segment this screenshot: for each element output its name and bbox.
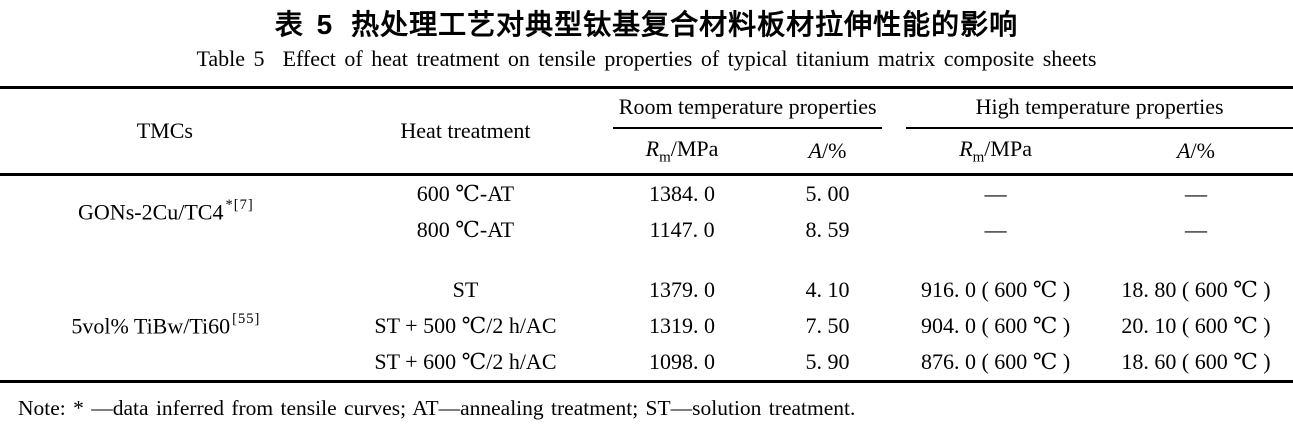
tmcs-column-header: TMCs xyxy=(136,118,193,143)
tmc-reference-superscript: [55] xyxy=(232,310,261,327)
rm-symbol: R xyxy=(645,135,660,161)
table-title-english: Table 5 Effect of heat treatment on tensi… xyxy=(0,43,1293,75)
group-header-row: TMCs Heat treatment Room temperature pro… xyxy=(0,88,1293,143)
table-row: 800 ℃-AT 1147. 0 8. 59 — — xyxy=(0,212,1293,248)
table-number-en: Table 5 xyxy=(196,46,265,71)
ht-a-column-header: A/% xyxy=(1099,129,1293,175)
rt-rm-value-cell: 1384. 0 xyxy=(649,181,716,206)
heat-treatment-cell: 600 ℃-AT xyxy=(416,181,515,206)
high-temperature-group-label: High temperature properties xyxy=(975,94,1224,119)
ht-a-value-cell: — xyxy=(1185,181,1207,206)
ht-rm-value-cell: — xyxy=(984,181,1007,206)
tmc-name-cell: 5vol% TiBw/Ti60 [55] xyxy=(0,272,330,382)
ht-rm-value-cell: 904. 0 ( 600 ℃ ) xyxy=(920,313,1071,338)
a-unit: /% xyxy=(821,138,847,163)
table-row: GONs-2Cu/TC4 *[7] 600 ℃-AT 1384. 0 5. 00 … xyxy=(0,175,1293,224)
rt-a-value-cell: 5. 00 xyxy=(805,181,850,206)
ht-rm-value-cell: 876. 0 ( 600 ℃ ) xyxy=(920,349,1071,374)
table-row: ST + 600 ℃/2 h/AC 1098. 0 5. 90 876. 0 (… xyxy=(0,344,1293,382)
rt-rm-value-cell: 1098. 0 xyxy=(649,349,716,374)
table-row: ST + 500 ℃/2 h/AC 1319. 0 7. 50 904. 0 (… xyxy=(0,308,1293,344)
tmc-name: 5vol% TiBw/Ti60 xyxy=(71,313,231,339)
table-header: TMCs Heat treatment Room temperature pro… xyxy=(0,88,1293,175)
ht-a-value-cell: — xyxy=(1185,217,1207,242)
rt-rm-value-cell: 1379. 0 xyxy=(649,277,716,302)
table-body: GONs-2Cu/TC4 *[7] 600 ℃-AT 1384. 0 5. 00 … xyxy=(0,175,1293,382)
table-title-en-text: Effect of heat treatment on tensile prop… xyxy=(282,46,1097,71)
rt-a-value-cell: 7. 50 xyxy=(805,313,850,338)
tmc-name-cell: GONs-2Cu/TC4 *[7] xyxy=(0,175,330,249)
ht-rm-value-cell: — xyxy=(984,217,1007,242)
table-title-zh-text: 热处理工艺对典型钛基复合材料板材拉伸性能的影响 xyxy=(351,9,1019,40)
rm-unit: /MPa xyxy=(984,135,1032,161)
table-row: 5vol% TiBw/Ti60 [55] ST 1379. 0 4. 10 916… xyxy=(0,272,1293,338)
room-temperature-group-label: Room temperature properties xyxy=(618,94,877,119)
heat-treatment-cell: ST xyxy=(452,277,479,302)
table-footnote: Note: * —data inferred from tensile curv… xyxy=(0,396,1293,421)
rm-symbol: R xyxy=(959,135,973,161)
table-footnote-text: Note: * —data inferred from tensile curv… xyxy=(18,396,856,420)
ht-a-value-cell: 18. 80 ( 600 ℃ ) xyxy=(1121,277,1271,302)
rt-rm-value-cell: 1147. 0 xyxy=(649,217,715,242)
heat-treatment-cell: ST + 600 ℃/2 h/AC xyxy=(374,349,557,374)
rt-a-value-cell: 4. 10 xyxy=(805,277,850,302)
high-temperature-group-header: High temperature properties xyxy=(892,88,1293,129)
tensile-properties-table: TMCs Heat treatment Room temperature pro… xyxy=(0,86,1293,383)
ht-rm-value-cell: 916. 0 ( 600 ℃ ) xyxy=(920,277,1071,302)
rt-a-column-header: A/% xyxy=(763,129,892,175)
tmc-reference-superscript: *[7] xyxy=(225,196,254,213)
tmc-name: GONs-2Cu/TC4 xyxy=(78,199,224,225)
rt-rm-column-header: Rm/MPa xyxy=(601,129,763,175)
heat-treatment-cell: 800 ℃-AT xyxy=(416,217,515,242)
rm-unit: /MPa xyxy=(670,135,719,161)
a-symbol: A xyxy=(1177,138,1191,163)
ht-rm-column-header: Rm/MPa xyxy=(892,129,1099,175)
a-unit: /% xyxy=(1190,138,1215,163)
rm-subscript: m xyxy=(972,149,985,166)
heat-treatment-column-header: Heat treatment xyxy=(400,118,531,143)
heat-treatment-cell: ST + 500 ℃/2 h/AC xyxy=(374,313,557,338)
table-title-chinese: 表 5 热处理工艺对典型钛基复合材料板材拉伸性能的影响 xyxy=(0,0,1293,42)
rt-a-value-cell: 8. 59 xyxy=(805,217,850,242)
table-number-zh: 表 5 xyxy=(274,9,336,40)
ht-a-value-cell: 18. 60 ( 600 ℃ ) xyxy=(1121,349,1271,374)
rm-subscript: m xyxy=(659,149,671,166)
ht-a-value-cell: 20. 10 ( 600 ℃ ) xyxy=(1121,313,1271,338)
room-temperature-group-header: Room temperature properties xyxy=(601,88,892,129)
a-symbol: A xyxy=(808,138,822,163)
rt-a-value-cell: 5. 90 xyxy=(805,349,850,374)
rt-rm-value-cell: 1319. 0 xyxy=(649,313,716,338)
sub-header-row: Rm/MPa A/% Rm/MPa A/% xyxy=(0,129,1293,175)
group-spacer-row xyxy=(0,248,1293,272)
